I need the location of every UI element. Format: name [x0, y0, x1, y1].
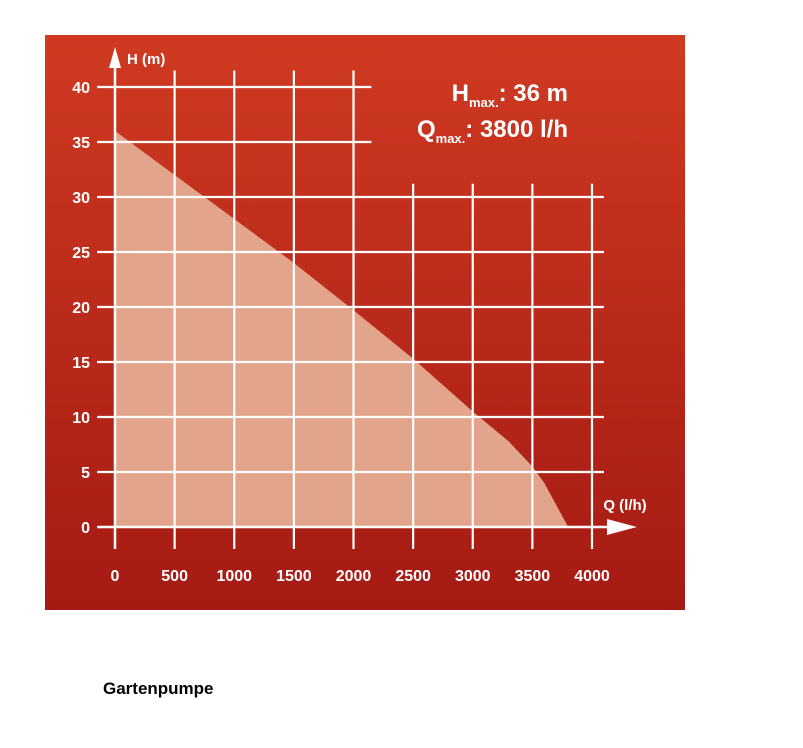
y-tick-label: 25 — [72, 245, 90, 262]
x-tick-label: 1000 — [216, 568, 252, 585]
x-axis-title: Q (l/h) — [603, 497, 646, 514]
x-tick-label: 3000 — [455, 568, 491, 585]
x-tick-label: 4000 — [574, 568, 610, 585]
y-tick-label: 30 — [72, 190, 90, 207]
y-tick-label: 15 — [72, 355, 90, 372]
x-tick-label: 0 — [111, 568, 120, 585]
x-tick-label: 2000 — [336, 568, 372, 585]
x-tick-label: 3500 — [515, 568, 551, 585]
curve-area — [115, 131, 569, 527]
annotation-qmax: Qmax.: 3800 l/h — [417, 116, 568, 146]
y-tick-label: 20 — [72, 300, 90, 317]
x-axis-arrow — [607, 519, 637, 535]
y-tick-label: 35 — [72, 135, 90, 152]
y-axis-arrow — [109, 47, 121, 68]
x-tick-label: 1500 — [276, 568, 312, 585]
chart-panel: 0 500 1000 1500 2000 2500 3000 3500 4000 0 5 10 15 20… — [45, 35, 685, 610]
caption-text: Gartenpumpe — [103, 679, 214, 698]
y-axis-title: H (m) — [127, 51, 165, 68]
y-tick-label: 5 — [81, 465, 90, 482]
pump-curve-chart: 0 500 1000 1500 2000 2500 3000 3500 4000 0 5 10 15 20… — [45, 35, 685, 610]
y-tick-label: 10 — [72, 410, 90, 427]
y-tick-label: 40 — [72, 80, 90, 97]
annotation-hmax: Hmax.: 36 m — [452, 80, 568, 110]
x-tick-label: 2500 — [395, 568, 431, 585]
y-tick-label: 0 — [81, 520, 90, 537]
x-tick-label: 500 — [161, 568, 188, 585]
